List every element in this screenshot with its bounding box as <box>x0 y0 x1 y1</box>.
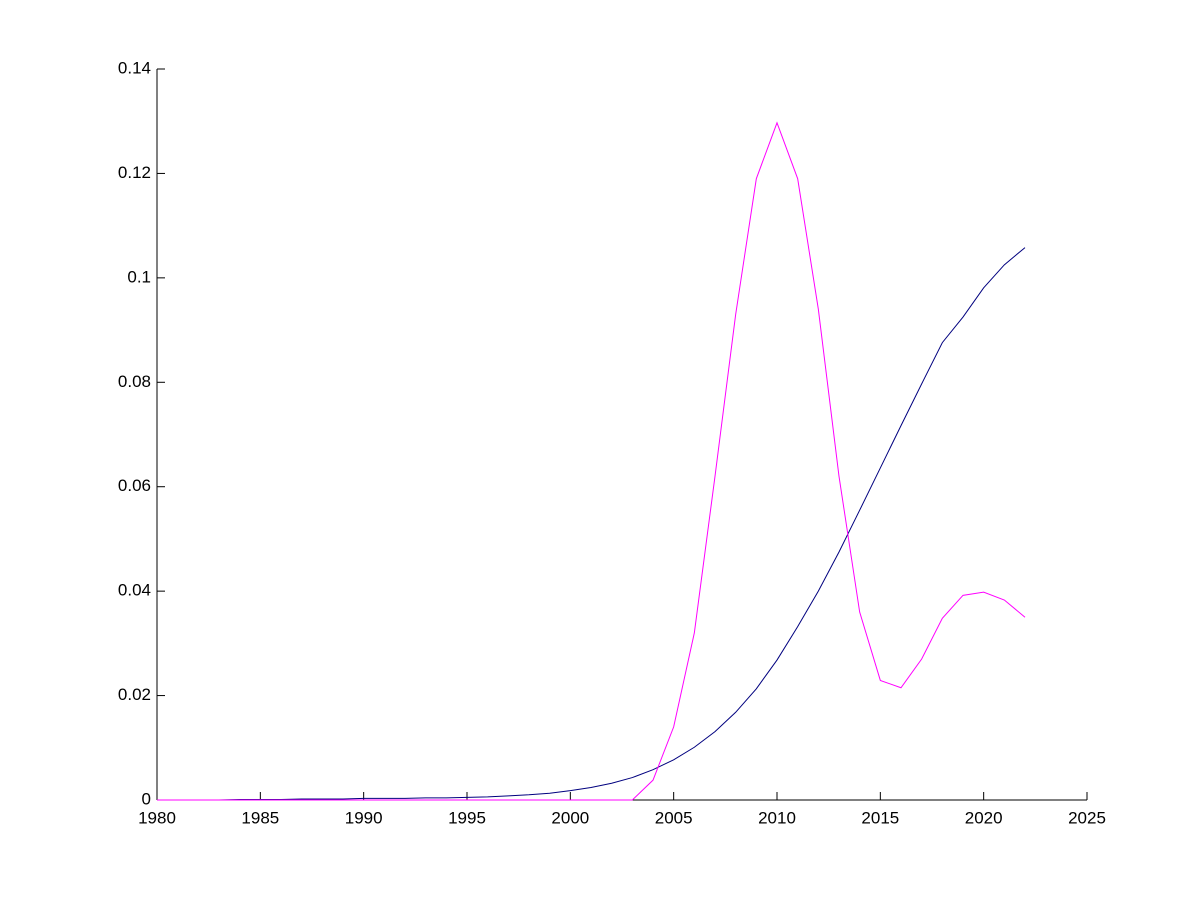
line-series <box>157 247 1026 801</box>
x-tick-label: 1985 <box>241 808 279 827</box>
line-series <box>157 121 1026 801</box>
y-tick-label: 0 <box>142 789 151 808</box>
y-tick-label: 0.08 <box>118 372 151 391</box>
x-tick-label: 2005 <box>655 808 693 827</box>
x-tick-label: 2010 <box>758 808 796 827</box>
x-tick-label: 1980 <box>138 808 176 827</box>
y-tick-label: 0.04 <box>118 581 151 600</box>
y-tick-label: 0.12 <box>118 163 151 182</box>
x-tick-label: 2025 <box>1068 808 1106 827</box>
y-tick-label: 0.14 <box>118 58 151 77</box>
y-tick-label: 0.1 <box>127 267 151 286</box>
y-tick-label: 0.02 <box>118 685 151 704</box>
x-tick-label: 2015 <box>861 808 899 827</box>
x-tick-label: 2000 <box>551 808 589 827</box>
x-tick-label: 1990 <box>345 808 383 827</box>
x-tick-label: 2020 <box>965 808 1003 827</box>
y-tick-label: 0.06 <box>118 476 151 495</box>
x-tick-label: 1995 <box>448 808 486 827</box>
